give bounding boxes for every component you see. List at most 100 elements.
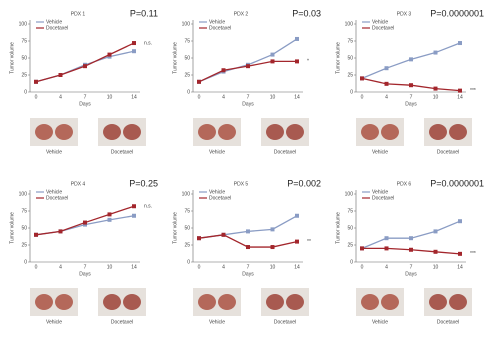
y-axis-label: Tumor volume <box>172 212 178 244</box>
y-axis-label: Tumor volume <box>335 42 341 74</box>
point <box>271 245 275 249</box>
tumor <box>429 294 447 310</box>
point <box>458 41 462 45</box>
x-tick-label: 0 <box>35 264 38 270</box>
legend-label: Docetaxel <box>46 195 68 201</box>
x-tick-label: 7 <box>410 94 413 100</box>
legend-label: Docetaxel <box>372 195 394 201</box>
x-tick-label: 4 <box>385 264 388 270</box>
legend-label: Docetaxel <box>372 25 394 31</box>
x-tick-label: 14 <box>131 94 137 100</box>
annotation: ** <box>307 239 311 245</box>
point <box>385 246 389 250</box>
point <box>59 73 63 77</box>
series-line <box>199 216 297 238</box>
legend-label: Docetaxel <box>46 25 68 31</box>
series-line <box>362 221 460 248</box>
point <box>295 59 299 63</box>
tumor <box>55 124 73 140</box>
y-tick-label: 50 <box>184 225 190 231</box>
x-tick-label: 0 <box>361 264 364 270</box>
point <box>458 219 462 223</box>
photo-label: Docetaxel <box>111 319 133 325</box>
photo-label: Vehicle <box>372 319 388 325</box>
y-tick-label: 75 <box>21 208 27 214</box>
point <box>385 66 389 70</box>
point <box>108 218 112 222</box>
point <box>197 236 201 240</box>
x-tick-label: 10 <box>433 264 439 270</box>
point <box>409 248 413 252</box>
x-axis-label: Days <box>242 271 254 277</box>
point <box>108 212 112 216</box>
y-tick-label: 0 <box>24 259 27 265</box>
x-tick-label: 7 <box>247 94 250 100</box>
photo-label: Vehicle <box>46 319 62 325</box>
annotation: n.s. <box>144 204 152 210</box>
tumor <box>35 124 53 140</box>
y-tick-label: 50 <box>184 55 190 61</box>
legend-label: Docetaxel <box>209 195 231 201</box>
x-tick-label: 14 <box>457 94 463 100</box>
y-tick-label: 50 <box>347 225 353 231</box>
chart-title: PDX 1 <box>71 11 86 17</box>
point <box>409 57 413 61</box>
y-tick-label: 0 <box>187 259 190 265</box>
y-axis-label: Tumor volume <box>335 212 341 244</box>
x-tick-label: 0 <box>35 94 38 100</box>
tumor <box>286 124 304 140</box>
chart-title: PDX 3 <box>397 11 412 17</box>
tumor <box>429 124 447 140</box>
point <box>360 246 364 250</box>
x-axis-label: Days <box>405 271 417 277</box>
photo-label: Docetaxel <box>111 149 133 155</box>
point <box>295 37 299 41</box>
point <box>132 214 136 218</box>
p-value: P=0.002 <box>287 178 321 188</box>
chart-title: PDX 2 <box>234 11 249 17</box>
tumor <box>103 124 121 140</box>
x-tick-label: 7 <box>84 94 87 100</box>
p-value: P=0.0000001 <box>430 8 484 18</box>
series-line <box>36 43 134 82</box>
chart-title: PDX 6 <box>397 181 412 187</box>
x-tick-label: 10 <box>107 264 113 270</box>
tumor <box>198 124 216 140</box>
tumor <box>35 294 53 310</box>
y-tick-label: 100 <box>345 191 354 197</box>
point <box>385 236 389 240</box>
p-value: P=0.11 <box>130 8 158 18</box>
annotation: *** <box>470 88 476 94</box>
y-tick-label: 100 <box>19 21 28 27</box>
tumor <box>123 294 141 310</box>
photo-label: Docetaxel <box>437 319 459 325</box>
point <box>222 68 226 72</box>
tumor <box>449 294 467 310</box>
photo-label: Vehicle <box>209 319 225 325</box>
x-tick-label: 10 <box>270 94 276 100</box>
x-tick-label: 4 <box>222 94 225 100</box>
point <box>83 64 87 68</box>
point <box>360 76 364 80</box>
y-tick-label: 50 <box>347 55 353 61</box>
x-tick-label: 7 <box>84 264 87 270</box>
x-axis-label: Days <box>405 101 417 107</box>
point <box>271 227 275 231</box>
tumor <box>218 294 236 310</box>
series-line <box>36 206 134 235</box>
point <box>409 236 413 240</box>
y-tick-label: 75 <box>184 38 190 44</box>
point <box>434 250 438 254</box>
point <box>295 214 299 218</box>
point <box>108 53 112 57</box>
photo-label: Vehicle <box>372 149 388 155</box>
figure: PDX 1P=0.1102550751000471014DaysTumor vo… <box>0 0 490 342</box>
p-value: P=0.0000001 <box>430 178 484 188</box>
tumor <box>123 124 141 140</box>
point <box>59 229 63 233</box>
tumor <box>449 124 467 140</box>
point <box>132 49 136 53</box>
point <box>434 51 438 55</box>
y-tick-label: 0 <box>187 89 190 95</box>
y-tick-label: 100 <box>345 21 354 27</box>
